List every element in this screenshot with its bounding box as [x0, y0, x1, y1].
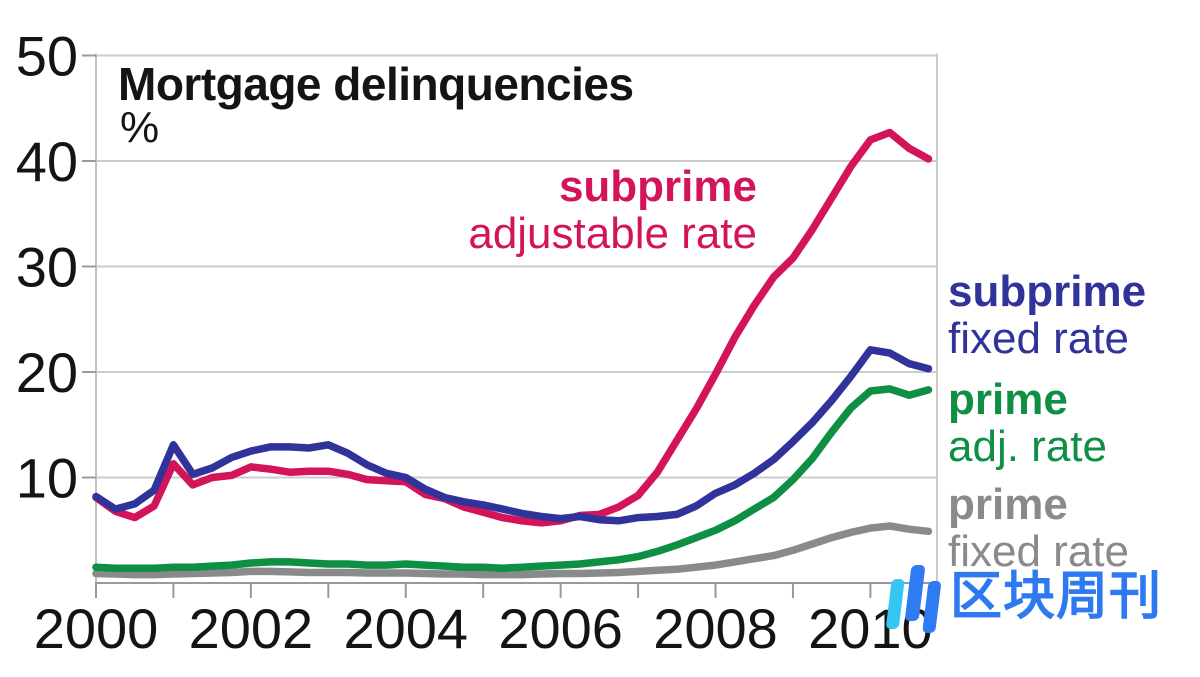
series-line-subprime-adjustable-rate [92, 128, 933, 527]
legend-subprime-fixed-rate-bold: subprime [948, 267, 1147, 316]
series-line-subprime-fixed-rate [92, 346, 933, 525]
legend-subprime-fixed-rate-text: fixed rate [948, 314, 1129, 363]
watermark: 区块周刊 [880, 561, 1162, 641]
watermark-text: 区块周刊 [950, 568, 1163, 626]
x-axis-label-2002: 2002 [189, 597, 314, 660]
x-axis-label-2004: 2004 [343, 597, 468, 660]
chart-title: Mortgage delinquencies [118, 58, 634, 110]
legend-prime-fixed-rate-text: fixed rate [948, 527, 1129, 576]
y-axis-label-10: 10 [16, 447, 78, 510]
legend-prime-adjustable-rate-bold: prime [948, 375, 1068, 424]
x-axis-label-2000: 2000 [34, 597, 159, 660]
legend-subprime-adjustable-rate: subprime adjustable rate [468, 163, 757, 257]
legend-subprime-fixed-rate: subprime fixed rate [948, 268, 1146, 362]
y-axis-label-40: 40 [16, 130, 78, 193]
legend-subprime-adjustable-rate-bold: subprime [558, 162, 757, 211]
series-line-prime-fixed-rate [92, 522, 933, 579]
legend-prime-adjustable-rate: prime adj. rate [948, 376, 1107, 470]
y-axis-label-50: 50 [16, 25, 78, 88]
legend-prime-adjustable-rate-text: adj. rate [948, 422, 1107, 471]
series-line-prime-adjustable-rate [92, 385, 933, 572]
y-axis-label-20: 20 [16, 341, 78, 404]
legend-prime-fixed-rate: prime fixed rate [948, 481, 1129, 575]
legend-subprime-adjustable-rate-text: adjustable rate [468, 209, 757, 258]
watermark-logo-bars-icon [886, 565, 941, 633]
x-axis-label-2008: 2008 [653, 597, 778, 660]
x-axis-label-2006: 2006 [498, 597, 623, 660]
y-axis-unit-label: % [120, 103, 160, 152]
legend-prime-fixed-rate-bold: prime [948, 480, 1068, 529]
y-axis-label-30: 30 [16, 236, 78, 299]
